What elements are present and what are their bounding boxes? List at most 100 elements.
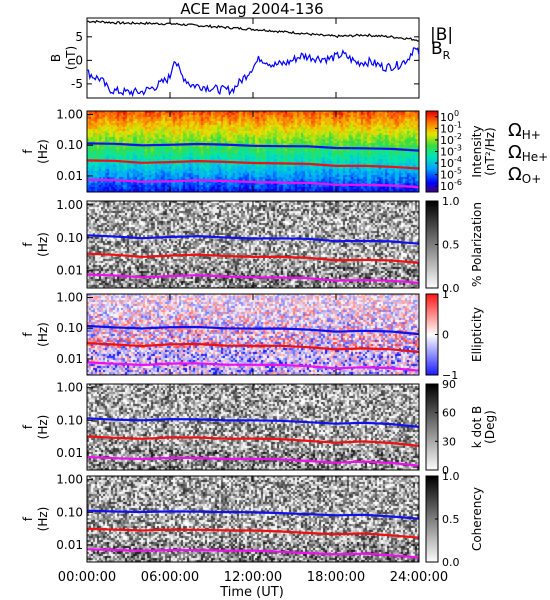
colorbar-tick-label: 10-6: [440, 178, 462, 193]
colorbar-tick-exponent: -4: [454, 155, 462, 164]
frequency-axis-unit: (Hz): [36, 322, 50, 347]
frequency-tick-label: 1.00: [56, 198, 83, 212]
gyrofrequency-line-oplus: [86, 178, 420, 189]
b-magnitude-line: [86, 19, 419, 42]
magnetic-field-panel: B (nT) 50-5 |B| BR: [49, 17, 453, 99]
colorbar-tick-label: 10-4: [440, 155, 462, 170]
frequency-tick-label: 1.00: [56, 473, 83, 487]
colorbar-label: k dot B: [470, 406, 484, 448]
colorbar-tick-base: 10: [440, 122, 454, 135]
colorbar: [426, 111, 438, 192]
spectrogram-panels: 1.000.100.01f (Hz)10010-110-210-310-410-5…: [21, 108, 497, 569]
spectrogram-heatmap: [87, 294, 419, 375]
spectrogram-heatmap: [87, 111, 419, 192]
magnetic-field-series: [86, 19, 420, 98]
frequency-axis-label: f: [21, 242, 35, 247]
frequency-tick-label: 0.10: [56, 505, 83, 519]
time-tick-label: 24:00:00: [390, 570, 448, 585]
frequency-tick-label: 1.00: [56, 108, 83, 122]
b-tick-label: 0: [75, 53, 83, 67]
colorbar-tick-label: 0.0: [442, 556, 460, 569]
gyrofrequency-line-oplus: [86, 455, 420, 467]
colorbar-tick-base: 10: [440, 157, 454, 170]
frequency-axis-label: f: [21, 149, 35, 154]
colorbar-tick-exponent: 0: [454, 109, 459, 118]
legend-magnitude: |B|: [430, 25, 453, 45]
colorbar-frame: [425, 383, 439, 471]
gyrofrequency-line-heplus: [86, 252, 420, 264]
gyrofrequency-line-oplus: [86, 273, 420, 284]
frequency-axis-label: f: [21, 424, 35, 429]
frequency-axis-unit: (Hz): [36, 507, 50, 532]
frequency-axis-unit: (Hz): [36, 415, 50, 440]
frequency-tick-label: 1.00: [56, 291, 83, 305]
colorbar-unit: (nT²/Hz): [483, 127, 497, 175]
time-tick-label: 06:00:00: [141, 570, 199, 585]
time-axis-label: Time (UT): [219, 585, 284, 600]
frequency-tick-label: 0.01: [56, 169, 83, 183]
colorbar-tick-exponent: -5: [454, 167, 462, 176]
gyrofrequency-legend: ΩH+ΩHe+ΩO+: [508, 120, 548, 186]
figure-title: ACE Mag 2004-136: [180, 0, 323, 18]
frequency-tick-label: 0.01: [56, 352, 83, 366]
frequency-axis-unit: (Hz): [36, 232, 50, 257]
legend-radial: BR: [431, 39, 451, 62]
time-tick-label: 12:00:00: [224, 570, 282, 585]
colorbar-tick-label: 10-3: [440, 144, 462, 159]
gyrofrequency-line-heplus: [86, 527, 420, 539]
magnetic-field-plot-frame: [86, 17, 420, 99]
gyrofrequency-legend-symbol: Ω: [508, 120, 522, 141]
spectrogram-heatmap: [87, 476, 419, 562]
colorbar-tick-label: 0.5: [442, 239, 460, 252]
gyrofrequency-legend-subscript: H+: [522, 128, 541, 142]
legend-radial-subscript: R: [443, 49, 451, 62]
colorbar-tick-exponent: -3: [454, 144, 462, 153]
gyrofrequency-legend-item: ΩH+: [508, 120, 541, 142]
gyrofrequency-legend-symbol: Ω: [508, 164, 522, 185]
frequency-axis-unit: (Hz): [36, 139, 50, 164]
frequency-tick-label: 0.01: [56, 264, 83, 278]
b-axis-ticks: 5 0 -5: [71, 30, 419, 91]
gyrofrequency-legend-item: ΩO+: [508, 164, 541, 186]
frequency-tick-label: 0.10: [56, 321, 83, 335]
colorbar-label: % Polarization: [470, 202, 484, 287]
time-tick-label: 00:00:00: [58, 570, 116, 585]
colorbar-label: Coherency: [470, 487, 484, 551]
gyrofrequency-line-heplus: [86, 342, 420, 354]
colorbar-tick-label: 0: [442, 329, 449, 342]
b-tick-label: -5: [71, 77, 83, 91]
gyrofrequency-line-heplus: [86, 159, 420, 170]
spectrogram-panel: 1.000.100.01f (Hz)10010-110-210-310-410-5…: [21, 108, 497, 194]
colorbar-tick-label: 1: [442, 288, 449, 301]
colorbar-tick-exponent: -1: [454, 120, 462, 129]
b-tick-label: 5: [75, 30, 83, 44]
colorbar-tick-base: 10: [440, 180, 454, 193]
spectrogram-panel: 1.00 0.10 0.01 f (Hz) 1.0 0.5 0.0 Coherency: [21, 470, 484, 569]
frequency-tick-label: 0.10: [56, 413, 83, 427]
colorbar: [426, 476, 438, 562]
colorbar-label: Ellipticity: [470, 307, 484, 362]
frequency-tick-label: 0.01: [56, 446, 83, 460]
colorbar-tick-exponent: -6: [454, 178, 462, 187]
colorbar-tick-label: 90: [442, 378, 456, 391]
frequency-axis-label: f: [21, 516, 35, 521]
gyrofrequency-legend-subscript: He+: [522, 150, 548, 164]
colorbar-tick-label: 30: [442, 435, 456, 448]
colorbar: [426, 384, 438, 470]
frequency-tick-label: 0.10: [56, 231, 83, 245]
colorbar-tick-exponent: -2: [454, 132, 462, 141]
spectrogram-heatmap: [87, 384, 419, 470]
gyrofrequency-line-hplus: [86, 142, 420, 152]
gyrofrequency-legend-symbol: Ω: [508, 142, 522, 163]
spectrogram-panel: 1.00 0.10 0.01 f (Hz) 90 60 30 0 k dot B (Deg): [21, 378, 497, 477]
gyrofrequency-legend-subscript: O+: [522, 172, 542, 186]
gyrofrequency-line-hplus: [86, 324, 420, 336]
legend-radial-label: B: [431, 39, 443, 59]
gyrofrequency-line-hplus: [86, 234, 420, 245]
frequency-tick-label: 1.00: [56, 381, 83, 395]
colorbar-tick-label: 0.0: [442, 282, 460, 295]
colorbar: [426, 201, 438, 288]
frequency-axis-label: f: [21, 332, 35, 337]
gyrofrequency-line-heplus: [86, 435, 420, 447]
colorbar-unit: (Deg): [483, 410, 497, 444]
